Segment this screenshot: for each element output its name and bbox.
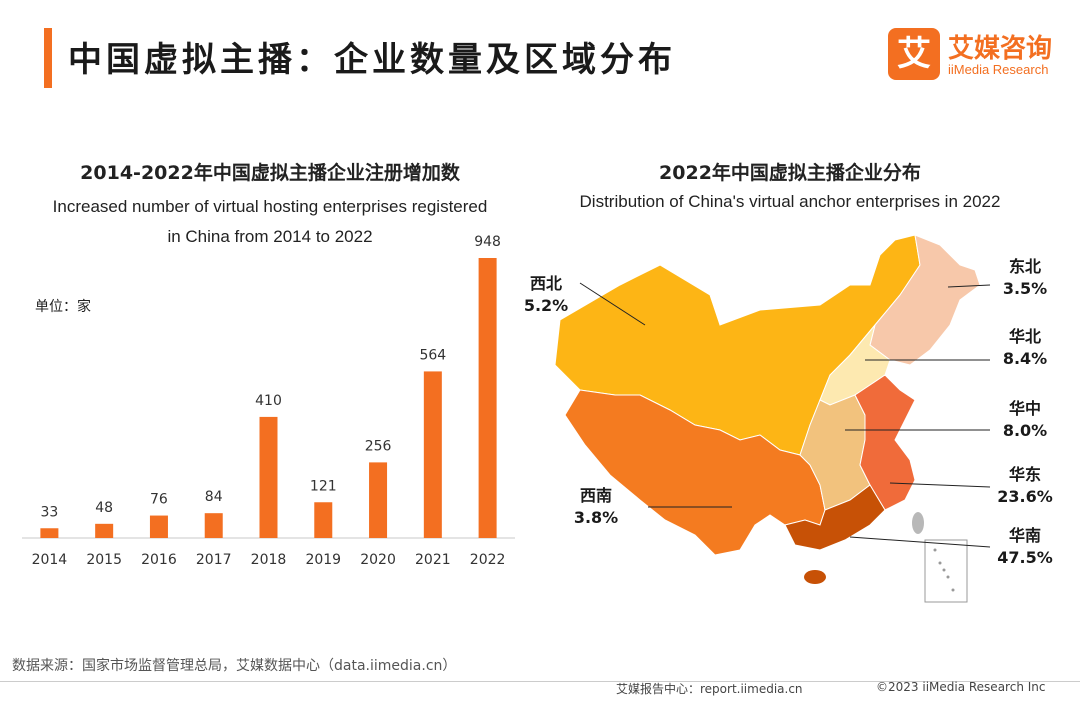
x-tick-label-2019: 2019 [305,552,341,568]
x-tick-label-2022: 2022 [470,552,506,568]
region-value-south: 47.5% [997,548,1053,567]
region-value-east: 23.6% [997,487,1053,506]
leader-line-south [849,536,991,548]
map-region-south [784,484,886,551]
map-hainan-island [804,570,826,584]
china-region-map: 西北 5.2% 西南 3.8% 东北 3.5% 华北 8.4% 华中 8.0% … [524,234,1053,603]
page-title: 中国虚拟主播：企业数量及区域分布 [68,40,676,80]
bar-value-label-2015: 48 [95,500,113,516]
bar-value-label-2021: 564 [419,347,446,363]
bar-2014 [40,528,59,538]
bar-value-label-2022: 948 [474,234,501,250]
region-value-northwest: 5.2% [524,296,568,315]
map-region-northeast [869,234,981,366]
bar-value-label-2020: 256 [365,438,392,454]
region-name-north: 华北 [1009,327,1041,346]
bar-2019 [314,502,333,538]
region-value-central: 8.0% [1003,421,1047,440]
bar-value-label-2017: 84 [205,489,223,505]
bar-2017 [204,513,223,538]
x-tick-label-2021: 2021 [415,552,451,568]
bar-2022 [478,258,497,538]
leader-line-east [889,482,991,488]
title-accent-bar [44,28,52,88]
brand-logo: 艾 艾媒咨询 iiMedia Research [888,28,1068,84]
bar-chart: 33 2014 48 2015 76 2016 84 2017 410 2018 121 2019 25… [22,234,515,568]
map-south-sea-inset [924,539,968,603]
region-name-northeast: 东北 [1009,257,1041,276]
bar-2021 [423,371,442,538]
map-chart-title: 2022年中国虚拟主播企业分布 [659,162,921,184]
bar-2016 [149,515,168,538]
map-chart-subtitle: Distribution of China's virtual anchor e… [579,192,1001,211]
bar-chart-subtitle-line1: Increased number of virtual hosting ente… [52,197,488,216]
logo-mark-icon: 艾 [888,28,940,80]
bar-chart-title: 2014-2022年中国虚拟主播企业注册增加数 [80,162,460,184]
bar-2015 [95,523,114,538]
region-value-north: 8.4% [1003,349,1047,368]
x-tick-label-2014: 2014 [32,552,68,568]
logo-cn-text: 艾媒咨询 [948,34,1053,64]
x-tick-label-2015: 2015 [86,552,122,568]
map-south-sea-islands [933,548,955,592]
map-region-east [854,374,916,511]
bar-value-label-2014: 33 [40,504,58,520]
data-source: 数据来源：国家市场监督管理总局，艾媒数据中心（data.iimedia.cn） [12,658,457,674]
bar-value-label-2018: 410 [255,393,282,409]
region-name-east: 华东 [1009,465,1041,484]
leader-line-northwest [579,282,646,326]
bar-chart-subtitle: Increased number of virtual hosting ente… [20,192,520,252]
bar-value-label-2016: 76 [150,492,168,508]
logo-en-text: iiMedia Research [948,62,1049,77]
region-name-southwest: 西南 [580,486,612,505]
bar-2020 [369,462,388,538]
leader-line-northeast [947,284,991,288]
bar-chart-subtitle-line2: in China from 2014 to 2022 [167,227,373,246]
region-value-northeast: 3.5% [1003,279,1047,298]
bar-2018 [259,416,278,538]
region-name-south: 华南 [1009,526,1041,545]
x-tick-label-2016: 2016 [141,552,177,568]
map-taiwan-island [912,512,924,534]
region-value-southwest: 3.8% [574,508,618,527]
x-tick-label-2018: 2018 [251,552,287,568]
region-name-northwest: 西北 [530,274,562,293]
footer-copyright: ©2023 iiMedia Research Inc [876,680,1046,694]
unit-label: 单位：家 [35,299,91,315]
x-tick-label-2017: 2017 [196,552,232,568]
bar-value-label-2019: 121 [310,478,337,494]
x-tick-label-2020: 2020 [360,552,396,568]
footer-report-link[interactable]: 艾媒报告中心：report.iimedia.cn [616,682,803,696]
region-name-central: 华中 [1009,399,1041,418]
footer-divider [0,681,1080,682]
